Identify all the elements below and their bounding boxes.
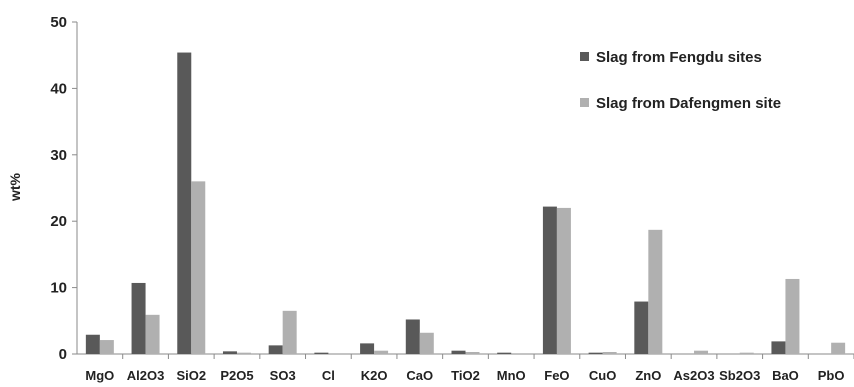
legend: Slag from Fengdu sites Slag from Dafengme… <box>580 49 781 112</box>
x-tick-label: CaO <box>406 368 433 383</box>
y-axis-ticks: 0 10 20 30 40 50 <box>50 14 77 363</box>
bar-fengdu-feo <box>542 206 557 354</box>
bar-fengdu-mno <box>497 352 512 354</box>
bar-dafengmen-so3 <box>282 310 297 354</box>
x-tick-label: As2O3 <box>673 368 714 383</box>
bar-dafengmen-k2o <box>374 350 389 354</box>
x-tick-label: P2O5 <box>220 368 253 383</box>
x-tick-label: Al2O3 <box>127 368 165 383</box>
legend-label: Slag from Fengdu sites <box>596 49 762 66</box>
x-tick-label: FeO <box>544 368 569 383</box>
bar-fengdu-bao <box>771 341 786 354</box>
x-tick-label: ZnO <box>635 368 661 383</box>
bar-fengdu-so3 <box>268 345 283 354</box>
y-tick-label: 10 <box>50 280 67 297</box>
x-tick-label: Sb2O3 <box>719 368 760 383</box>
bar-dafengmen-p2o5 <box>236 352 251 354</box>
x-tick-label: SiO2 <box>176 368 206 383</box>
x-tick-label: CuO <box>589 368 616 383</box>
bar-fengdu-cao <box>405 319 420 354</box>
legend-swatch <box>580 52 589 61</box>
bar-dafengmen-al2o3 <box>145 314 160 354</box>
x-tick-label: MgO <box>85 368 114 383</box>
y-tick-label: 20 <box>50 213 67 230</box>
bar-dafengmen-tio2 <box>465 352 480 354</box>
bar-dafengmen-zno <box>648 229 663 354</box>
bar-dafengmen-as2o3 <box>694 350 709 354</box>
bar-fengdu-p2o5 <box>222 351 237 354</box>
bar-fengdu-cl <box>314 352 329 354</box>
bar-fengdu-cuo <box>588 352 603 354</box>
y-axis-title: wt% <box>7 172 23 202</box>
bar-dafengmen-mgo <box>99 340 114 354</box>
bar-dafengmen-bao <box>785 278 800 354</box>
y-tick-label: 0 <box>59 346 67 363</box>
bar-fengdu-tio2 <box>451 350 466 354</box>
legend-swatch <box>580 98 589 107</box>
y-tick-label: 40 <box>50 80 67 97</box>
x-tick-label: SO3 <box>270 368 296 383</box>
bar-fengdu-zno <box>634 301 649 354</box>
bar-fengdu-al2o3 <box>131 282 146 354</box>
x-tick-label: K2O <box>361 368 388 383</box>
bar-fengdu-k2o <box>360 343 375 354</box>
y-tick-label: 30 <box>50 147 67 164</box>
x-tick-label: MnO <box>497 368 526 383</box>
bar-dafengmen-sio2 <box>191 181 206 354</box>
x-tick-label: PbO <box>818 368 845 383</box>
x-axis-labels: MgO Al2O3 SiO2 P2O5 SO3 Cl K2O CaO TiO2 MnO FeO CuO… <box>85 368 844 383</box>
x-tick-label: BaO <box>772 368 799 383</box>
bar-fengdu-mgo <box>85 334 100 354</box>
bar-dafengmen-sb2o3 <box>739 352 754 354</box>
bar-fengdu-sio2 <box>177 52 192 354</box>
y-tick-label: 50 <box>50 14 67 31</box>
bar-dafengmen-cuo <box>602 352 617 354</box>
bars-group <box>85 52 854 359</box>
x-tick-label: TiO2 <box>451 368 480 383</box>
bar-dafengmen-feo <box>556 207 571 354</box>
bar-dafengmen-pbo <box>831 342 846 354</box>
bar-dafengmen-cao <box>419 332 434 354</box>
legend-label: Slag from Dafengmen site <box>596 95 781 112</box>
x-tick-label: Cl <box>322 368 335 383</box>
